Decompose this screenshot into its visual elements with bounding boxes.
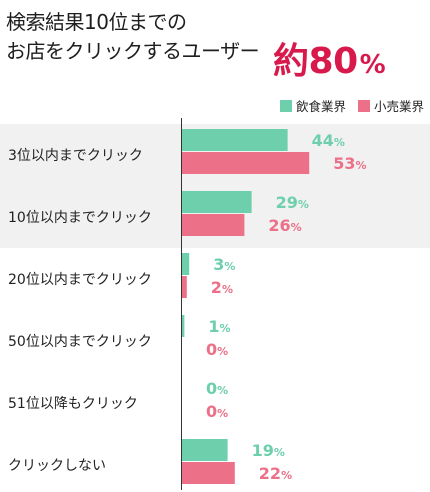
legend-swatch-retail bbox=[357, 99, 370, 112]
bar-food bbox=[182, 191, 252, 213]
data-label: 0% bbox=[206, 340, 228, 359]
headline-stat-prefix: 約 bbox=[273, 41, 309, 82]
data-label: 2% bbox=[211, 278, 233, 297]
data-label: 1% bbox=[208, 317, 230, 336]
category-label: 20位以内までクリック bbox=[8, 272, 152, 288]
legend-label-retail: 小売業界 bbox=[373, 99, 424, 114]
category-label: 51位以降もクリック bbox=[8, 396, 138, 412]
category-label: 3位以内までクリック bbox=[8, 148, 143, 164]
data-label: 53% bbox=[333, 154, 366, 173]
legend-label-food: 飲食業界 bbox=[295, 99, 346, 114]
data-label: 44% bbox=[312, 131, 345, 150]
legend-item-food: 飲食業界 bbox=[279, 96, 346, 115]
bar-food bbox=[182, 315, 185, 337]
bar-food bbox=[182, 253, 190, 275]
legend-swatch-food bbox=[279, 99, 292, 112]
data-label: 0% bbox=[206, 379, 228, 398]
bar-retail bbox=[182, 462, 235, 484]
bar-retail bbox=[182, 276, 187, 298]
data-label: 0% bbox=[206, 402, 228, 421]
headline-stat-unit: % bbox=[359, 50, 386, 80]
headline-stat: 約80% bbox=[273, 32, 386, 84]
category-label: 50位以内までクリック bbox=[8, 334, 152, 350]
data-label: 3% bbox=[213, 255, 235, 274]
category-label: クリックしない bbox=[8, 458, 106, 474]
chart-axis bbox=[181, 118, 182, 490]
data-label: 29% bbox=[276, 193, 309, 212]
data-label: 19% bbox=[252, 441, 285, 460]
category-label: 10位以内までクリック bbox=[8, 210, 152, 226]
bar-food bbox=[182, 129, 288, 151]
legend-item-retail: 小売業界 bbox=[357, 96, 424, 115]
data-label: 26% bbox=[268, 216, 301, 235]
data-label: 22% bbox=[259, 464, 292, 483]
headline: 検索結果10位までの お店をクリックするユーザー 約80% bbox=[6, 8, 386, 82]
bar-retail bbox=[182, 214, 245, 236]
headline-line-1: 検索結果10位までの bbox=[6, 10, 187, 34]
bar-food bbox=[182, 439, 228, 461]
chart-legend: 飲食業界 小売業界 bbox=[279, 96, 424, 115]
headline-line-2: お店をクリックするユーザー bbox=[6, 39, 260, 63]
headline-stat-value: 80 bbox=[308, 41, 359, 82]
bar-retail bbox=[182, 152, 310, 174]
